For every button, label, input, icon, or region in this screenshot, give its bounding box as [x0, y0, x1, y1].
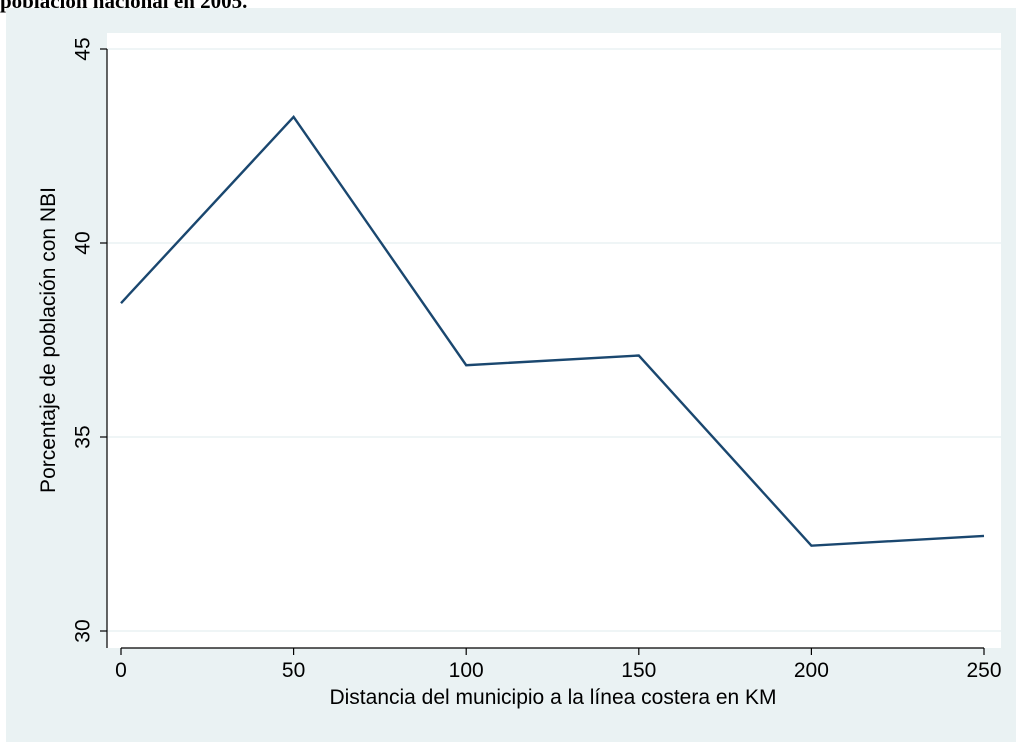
gridlines — [107, 48, 1001, 632]
y-tick-label: 40 — [72, 231, 95, 254]
axes: 30 35 40 45 0 50 100 150 200 250 — [72, 37, 1002, 682]
y-tick-label: 45 — [72, 37, 95, 60]
x-tick-label: 50 — [282, 659, 305, 682]
y-tick-label: 35 — [72, 425, 95, 448]
plot-area — [107, 33, 1001, 648]
x-tick-label: 100 — [449, 659, 484, 682]
x-tick-label: 150 — [621, 659, 656, 682]
x-axis-label: Distancia del municipio a la línea coste… — [329, 686, 776, 709]
series-line — [120, 114, 985, 547]
y-tick-label: 30 — [72, 619, 95, 642]
x-tick-label: 0 — [115, 659, 127, 682]
x-tick-label: 200 — [794, 659, 829, 682]
y-axis-label: Porcentaje de población con NBI — [37, 187, 60, 493]
data-series — [120, 114, 985, 547]
x-tick-label: 250 — [966, 659, 1001, 682]
